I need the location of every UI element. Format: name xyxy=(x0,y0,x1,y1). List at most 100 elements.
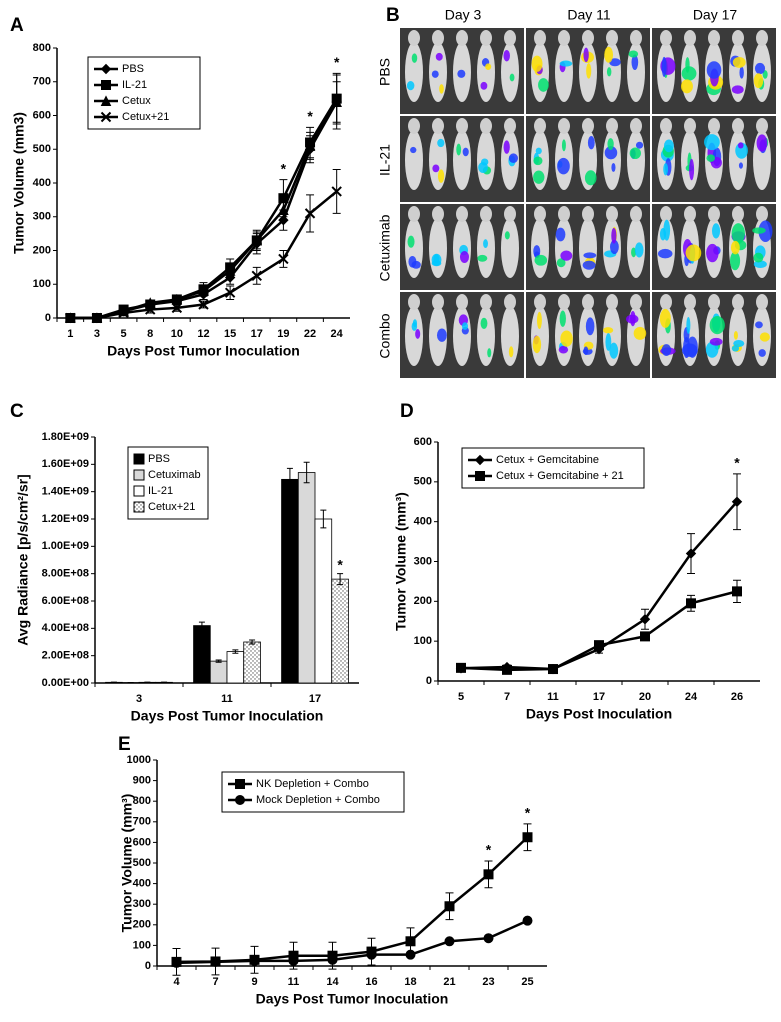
x-tick-label: 16 xyxy=(365,976,377,988)
x-tick-label: 17 xyxy=(251,328,263,340)
mouse xyxy=(405,42,423,102)
mouse-head xyxy=(456,118,468,134)
signal xyxy=(556,228,566,242)
legend-label: PBS xyxy=(148,453,170,465)
y-tick-label: 300 xyxy=(133,898,151,910)
signal xyxy=(754,73,763,88)
mouse-head xyxy=(660,118,672,134)
y-tick-label: 600 xyxy=(133,836,151,848)
mouse-head xyxy=(630,118,642,134)
marker xyxy=(250,956,259,965)
legend-label: Cetux xyxy=(122,95,151,107)
marker xyxy=(503,665,512,674)
marker xyxy=(236,780,245,789)
mouse-head xyxy=(756,206,768,222)
mouse-head xyxy=(756,118,768,134)
signal xyxy=(487,348,491,357)
y-tick-label: 900 xyxy=(133,775,151,787)
signal xyxy=(686,245,702,262)
mouse-head xyxy=(684,118,696,134)
signal xyxy=(733,57,746,68)
mouse xyxy=(477,306,495,366)
marker xyxy=(236,796,245,805)
annotation: * xyxy=(334,54,340,70)
signal xyxy=(663,220,670,241)
mouse-head xyxy=(630,30,642,46)
mouse-head xyxy=(756,30,768,46)
signal xyxy=(407,81,415,90)
signal xyxy=(437,139,444,147)
y-tick-label: 300 xyxy=(414,555,432,567)
marker xyxy=(687,599,696,608)
x-tick-label: 26 xyxy=(731,691,743,703)
signal xyxy=(457,70,465,78)
panel-label: E xyxy=(118,734,131,755)
signal xyxy=(706,244,719,262)
signal xyxy=(662,57,667,77)
marker xyxy=(484,934,493,943)
column-header: Day 3 xyxy=(445,7,482,23)
x-axis-label: Days Post Tumor Inoculation xyxy=(256,991,449,1007)
x-tick-label: 7 xyxy=(504,691,510,703)
mouse-head xyxy=(456,30,468,46)
signal xyxy=(504,140,510,153)
mouse xyxy=(477,42,495,102)
mouse-head xyxy=(432,294,444,310)
mouse xyxy=(405,218,423,278)
mouse-head xyxy=(408,30,420,46)
signal xyxy=(537,312,542,329)
signal xyxy=(732,345,739,351)
mouse-head xyxy=(708,294,720,310)
x-tick-label: 17 xyxy=(593,691,605,703)
mouse-head xyxy=(558,118,570,134)
signal xyxy=(707,61,722,79)
y-tick-label: 1000 xyxy=(127,754,151,766)
y-tick-label: 800 xyxy=(33,42,51,54)
y-tick-label: 500 xyxy=(414,476,432,488)
signal xyxy=(413,319,417,327)
signal xyxy=(682,66,697,80)
mouse-head xyxy=(732,118,744,134)
mouse-head xyxy=(582,294,594,310)
marker xyxy=(641,632,650,641)
mouse-head xyxy=(606,30,618,46)
marker xyxy=(289,956,298,965)
panel-label: C xyxy=(10,401,24,422)
y-axis-label: Tumor Volume (mm³) xyxy=(119,794,135,933)
legend-swatch xyxy=(134,486,144,496)
legend-swatch xyxy=(134,502,144,512)
y-tick-label: 400 xyxy=(33,177,51,189)
x-tick-label: 11 xyxy=(547,691,559,703)
mouse xyxy=(405,306,423,366)
signal xyxy=(463,148,469,157)
marker xyxy=(457,663,466,672)
mouse xyxy=(501,218,519,278)
marker xyxy=(733,587,742,596)
signal xyxy=(681,79,693,93)
legend-label: Cetux+21 xyxy=(148,501,195,513)
signal xyxy=(481,318,488,329)
y-tick-label: 200 xyxy=(414,595,432,607)
signal xyxy=(588,136,595,149)
signal xyxy=(658,249,672,258)
x-tick-label: 14 xyxy=(326,976,339,988)
x-tick-label: 3 xyxy=(94,328,100,340)
signal xyxy=(509,346,514,357)
annotation: * xyxy=(281,160,287,176)
mouse-head xyxy=(684,30,696,46)
x-tick-label: 9 xyxy=(251,976,257,988)
signal xyxy=(557,158,570,174)
y-axis-label: Tumor Volume (mm3) xyxy=(11,112,27,254)
mouse-head xyxy=(480,118,492,134)
signal xyxy=(480,82,487,90)
signal xyxy=(583,48,588,62)
mouse-head xyxy=(660,206,672,222)
signal xyxy=(731,241,740,255)
x-tick-label: 24 xyxy=(685,691,698,703)
y-tick-label: 600 xyxy=(414,436,432,448)
signal xyxy=(584,346,589,355)
annotation: * xyxy=(486,842,492,858)
signal xyxy=(710,338,723,346)
signal xyxy=(755,63,765,74)
mouse-head xyxy=(756,294,768,310)
